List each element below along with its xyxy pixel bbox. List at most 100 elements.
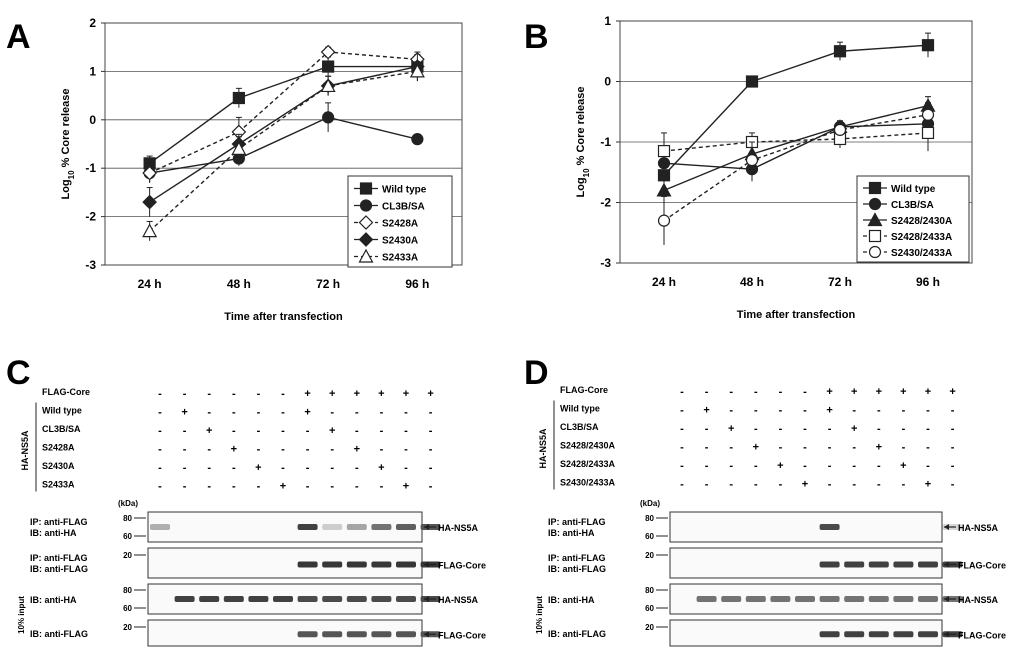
sign-cell: + [703, 405, 709, 417]
sign-cell: - [380, 407, 384, 419]
band [297, 596, 318, 602]
sign-cell: - [306, 444, 310, 456]
sign-cell: - [680, 479, 684, 491]
sign-cell: - [183, 388, 187, 400]
sign-cell: - [380, 481, 384, 493]
sign-cell: + [354, 388, 360, 400]
sign-cell: - [281, 444, 285, 456]
series-line [149, 65, 418, 164]
sign-cell: - [183, 462, 187, 474]
sign-cell: - [680, 460, 684, 472]
sign-cell: + [851, 386, 857, 398]
band [844, 596, 865, 602]
sign-cell: + [206, 425, 212, 437]
sign-cell: - [281, 388, 285, 400]
kda-mark: 20 [123, 623, 132, 632]
sign-cell: - [404, 462, 408, 474]
chart-panel-b: -3 -2 -1 0 1 24 h 48 h 72 h 96 h Time after trans… [575, 14, 973, 321]
sign-cell: - [803, 423, 807, 435]
y-tick-label: 0 [604, 75, 611, 89]
band [844, 561, 865, 568]
sign-cell: - [705, 386, 709, 398]
sign-cell: - [429, 425, 433, 437]
sign-cell: - [803, 405, 807, 417]
sign-cell: + [753, 442, 759, 454]
series-line [149, 65, 418, 203]
sign-cell: - [207, 388, 211, 400]
sign-cell: - [207, 444, 211, 456]
blot-ib-label: IB: anti-HA [30, 528, 77, 538]
sign-cell: - [877, 405, 881, 417]
arrow-head-icon [944, 631, 949, 638]
data-point [320, 78, 336, 93]
sign-cell: + [826, 386, 832, 398]
band [371, 561, 392, 568]
sign-cell: - [828, 442, 832, 454]
sign-cell: - [828, 460, 832, 472]
sign-cell: - [803, 442, 807, 454]
band [396, 561, 416, 568]
sign-cell: - [404, 407, 408, 419]
data-point [657, 214, 671, 227]
blot-ib-label: IB: anti-HA [548, 595, 595, 605]
sign-cell: - [852, 479, 856, 491]
data-point [921, 108, 935, 121]
sign-cell: - [754, 460, 758, 472]
sign-cell: - [852, 405, 856, 417]
data-point [411, 133, 424, 146]
blot-ip-label: IP: anti-FLAG [548, 517, 606, 527]
band-target-label: HA-NS5A [438, 523, 479, 533]
sign-cell: - [207, 462, 211, 474]
sign-cell: - [183, 444, 187, 456]
x-tick-label: 72 h [316, 277, 340, 291]
x-tick-label: 48 h [227, 277, 251, 291]
sign-cell: - [355, 481, 359, 493]
sign-cell: - [951, 423, 955, 435]
band [868, 631, 889, 638]
arrow-head-icon [944, 596, 949, 602]
sign-cell: - [852, 442, 856, 454]
y-axis-label: Log10 % Core release [60, 88, 76, 199]
sign-cell: - [207, 481, 211, 493]
sign-cell: - [429, 407, 433, 419]
band-target-label: FLAG-Core [438, 561, 486, 571]
sign-cell: - [877, 479, 881, 491]
sign-cell: + [329, 425, 335, 437]
y-tick-label: 1 [89, 64, 96, 78]
x-axis-label: Time after transfection [737, 309, 856, 321]
sign-cell: - [680, 405, 684, 417]
blot-strip: IB: anti-FLAG 20 FLAG-Core [30, 619, 486, 647]
sign-cell: - [183, 481, 187, 493]
sign-cell: - [158, 444, 162, 456]
sign-cell: + [403, 481, 409, 493]
band-target-label: FLAG-Core [958, 630, 1006, 640]
legend-marker [868, 245, 882, 259]
sign-cell: + [900, 386, 906, 398]
input-label: 10% input [535, 596, 544, 634]
kda-label: (kDa) [118, 499, 138, 508]
sign-cell: - [951, 442, 955, 454]
series-line [663, 123, 929, 170]
series-line [149, 51, 418, 174]
arrow-head-icon [944, 561, 949, 568]
sign-cell: - [429, 481, 433, 493]
sign-cell: - [779, 479, 783, 491]
blot-ib-label: IB: anti-HA [548, 528, 595, 538]
band [371, 596, 392, 602]
band [248, 596, 269, 602]
band [893, 561, 914, 568]
panel-letter-d: D [524, 354, 549, 392]
blot-ib-label: IB: anti-FLAG [30, 629, 88, 639]
sign-cell: - [183, 425, 187, 437]
sign-cell: + [427, 388, 433, 400]
blot-ib-label: IB: anti-FLAG [548, 629, 606, 639]
sign-cell: - [355, 407, 359, 419]
data-point [232, 91, 245, 105]
sign-cell: - [232, 481, 236, 493]
chart-panel-a: -3 -2 -1 0 1 2 24 h 48 h 72 h 96 h Time after tran… [60, 16, 463, 323]
band-target-label: HA-NS5A [958, 595, 999, 605]
sign-cell: - [926, 442, 930, 454]
sign-cell: - [232, 388, 236, 400]
sign-cell: - [926, 423, 930, 435]
